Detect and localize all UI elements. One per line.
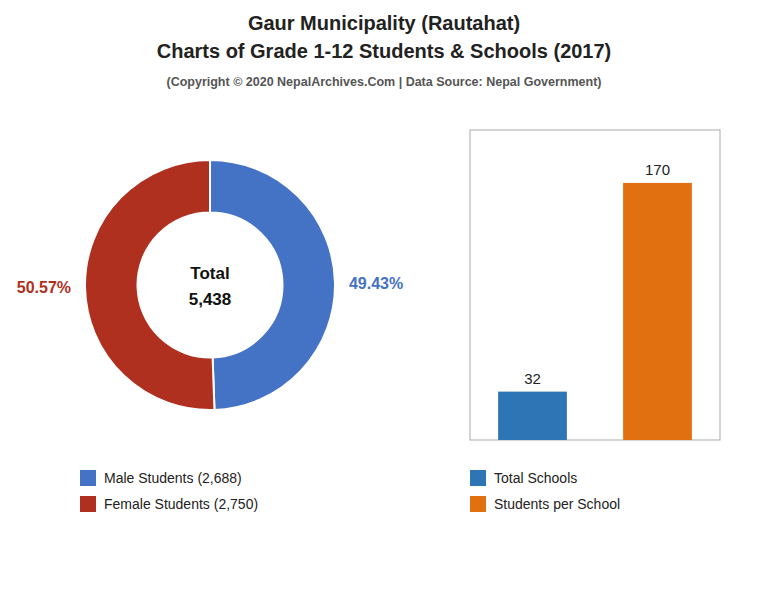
data-label: 170 [645, 161, 670, 178]
donut-chart: 49.43% 50.57% Total 5,438 Male Students (2,6… [17, 160, 403, 512]
data-label: 32 [524, 370, 541, 387]
data-label: 49.43% [349, 275, 403, 292]
legend-entry: Total Schools [494, 470, 577, 486]
subtitle: (Copyright © 2020 NepalArchives.Com | Da… [166, 75, 601, 89]
annotation: Total [190, 264, 229, 283]
legend-swatch [80, 496, 96, 512]
legend-entry: Male Students (2,688) [104, 470, 242, 486]
legend-entry: Female Students (2,750) [104, 496, 258, 512]
annotation: 5,438 [189, 290, 232, 309]
bar-chart: 32 170 Total Schools Students per School [470, 130, 720, 512]
plot-frame [470, 130, 720, 440]
title: Charts of Grade 1-12 Students & Schools … [157, 40, 612, 62]
legend-entry: Students per School [494, 496, 620, 512]
legend-swatch [80, 470, 96, 486]
data-label: 50.57% [17, 279, 71, 296]
donut-slice [210, 160, 335, 410]
chart-root: Gaur Municipality (Rautahat) Charts of Gr… [0, 0, 768, 597]
bar-marks [498, 183, 692, 440]
bar [623, 183, 692, 440]
legend-swatch [470, 470, 486, 486]
legend-swatch [470, 496, 486, 512]
donut-slice [85, 160, 214, 410]
title: Gaur Municipality (Rautahat) [248, 12, 520, 34]
bar [498, 392, 567, 440]
